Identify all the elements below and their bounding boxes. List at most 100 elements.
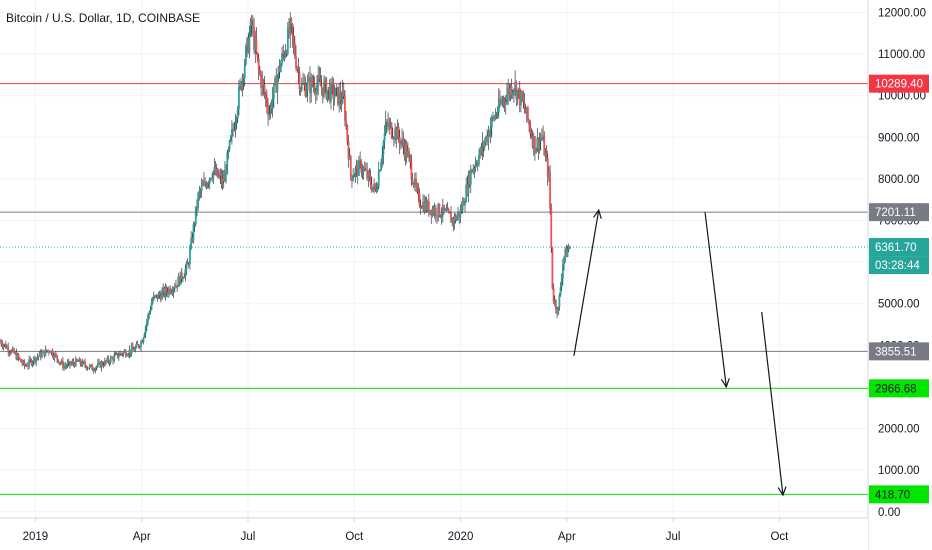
candle-body	[269, 105, 272, 115]
y-tick-label: 9000.00	[878, 132, 920, 144]
candle-body	[126, 355, 128, 357]
candle-body	[260, 74, 262, 88]
candle-body	[64, 365, 67, 367]
candle-body	[344, 96, 346, 121]
candle-body	[321, 87, 324, 97]
candle-body	[109, 357, 112, 363]
candle-body	[358, 160, 360, 176]
candle-body	[124, 351, 127, 356]
arrow-head	[777, 486, 787, 497]
candle-body	[85, 365, 88, 369]
candle-body	[219, 174, 222, 177]
candle-body	[110, 357, 113, 359]
candle-body	[509, 86, 512, 95]
candle-body	[317, 75, 320, 85]
candle-body	[175, 284, 177, 288]
candle-body	[537, 137, 540, 150]
candle-body	[530, 133, 533, 137]
candle-body	[212, 171, 215, 179]
candle-body	[49, 352, 52, 353]
candle-body	[180, 271, 183, 279]
candle-body	[293, 42, 296, 57]
candle-body	[256, 52, 259, 59]
candle-body	[44, 349, 47, 356]
candle-body	[295, 56, 297, 69]
candle-body	[34, 357, 36, 362]
candle-body	[20, 359, 22, 363]
candle-body	[144, 326, 147, 334]
candle-body	[437, 203, 440, 217]
candle-body	[258, 69, 261, 75]
candle-body	[189, 248, 191, 265]
candle-body	[131, 346, 134, 350]
candle-body	[138, 346, 141, 348]
candle-body	[191, 237, 194, 241]
candle-body	[335, 86, 338, 89]
candle-body	[247, 37, 250, 53]
candle-body	[549, 171, 551, 210]
candle-body	[535, 148, 537, 154]
candle-body	[25, 365, 28, 367]
candle-body	[475, 163, 478, 165]
candle-body	[469, 169, 472, 185]
candle-body	[168, 288, 170, 294]
candle-body	[499, 98, 501, 105]
candle-body	[480, 147, 483, 152]
candle-body	[454, 216, 457, 221]
candle-body	[271, 98, 274, 110]
x-tick-label: Apr	[558, 531, 576, 543]
candle-body	[486, 136, 489, 142]
candle-body	[538, 140, 541, 150]
candle-body	[65, 365, 68, 367]
candles	[0, 12, 571, 374]
candle-body	[177, 276, 180, 288]
candle-body	[546, 157, 549, 178]
candle-body	[11, 348, 14, 351]
candle-body	[84, 362, 86, 366]
candle-body	[90, 364, 92, 366]
candle-body	[496, 112, 499, 116]
candle-body	[142, 337, 145, 343]
candle-body	[341, 90, 344, 104]
candle-body	[42, 350, 45, 353]
candle-body	[270, 105, 273, 110]
candle-body	[462, 201, 465, 206]
candle-body	[171, 291, 174, 293]
candle-body	[439, 215, 442, 217]
candle-body	[504, 101, 507, 104]
candle-body	[511, 91, 514, 96]
candle-body	[96, 362, 99, 367]
candle-body	[472, 168, 475, 173]
candle-body	[274, 77, 276, 84]
candle-body	[56, 355, 59, 360]
candle-body	[241, 76, 244, 90]
candle-body	[398, 136, 401, 145]
candle-body	[7, 346, 10, 352]
candle-body	[359, 160, 362, 162]
candle-body	[337, 86, 339, 105]
candle-body	[53, 353, 56, 358]
candle-body	[100, 362, 103, 368]
candle-body	[166, 292, 169, 294]
candle-body	[196, 206, 198, 208]
candle-body	[290, 18, 293, 24]
candle-body	[489, 127, 492, 136]
candle-body	[225, 170, 227, 175]
candle-body	[288, 27, 290, 35]
candle-body	[457, 212, 459, 217]
candle-body	[87, 367, 90, 369]
time-axis-bg	[0, 518, 868, 550]
candle-body	[55, 353, 57, 356]
candle-body	[556, 309, 558, 314]
candle-body	[338, 91, 341, 105]
candle-body	[14, 352, 17, 354]
candle-body	[413, 178, 416, 186]
candle-body	[76, 359, 78, 361]
candle-body	[106, 358, 109, 362]
candle-body	[302, 83, 304, 85]
candle-body	[313, 85, 316, 91]
candle-body	[309, 77, 311, 94]
candle-body	[86, 367, 89, 369]
time-axis: 2019 Apr Jul Oct 2020 Apr Jul Oct	[0, 517, 868, 550]
